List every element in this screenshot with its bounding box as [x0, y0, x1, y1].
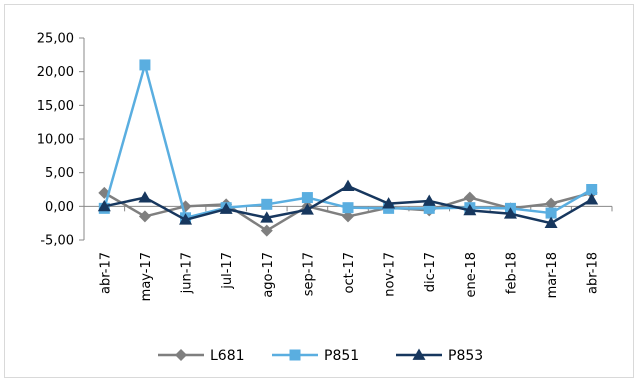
x-tick-label: abr-18: [586, 252, 601, 294]
y-tick-label: 5,00: [45, 166, 74, 181]
legend-marker-p851: [289, 349, 301, 361]
x-tick-label: oct-17: [342, 252, 357, 293]
x-tick-label: nov-17: [383, 252, 398, 297]
data-point-l681: [342, 210, 354, 223]
data-point-p853: [179, 213, 193, 225]
y-tick-label: 15,00: [37, 99, 74, 114]
data-point-l681: [545, 197, 558, 210]
data-point-p853: [503, 207, 517, 219]
data-point-p851: [342, 202, 354, 214]
data-point-p851: [139, 59, 151, 71]
y-tick-label: 25,00: [37, 32, 74, 47]
data-point-p853: [382, 197, 396, 209]
y-tick-label: 20,00: [37, 65, 74, 80]
data-point-p853: [260, 211, 274, 223]
legend-label-p853: P853: [448, 348, 483, 364]
y-tick-label: 0,00: [45, 200, 74, 215]
x-tick-label: abr-17: [98, 252, 113, 294]
legend-label-p851: P851: [324, 348, 359, 364]
series-line-p851: [103, 63, 593, 220]
legend-marker-l681: [175, 349, 187, 361]
x-tick-label: mar-18: [545, 252, 560, 298]
x-tick-label: jul-17: [220, 252, 235, 290]
y-tick-label: -5,00: [40, 234, 74, 249]
data-point-l681: [463, 191, 476, 204]
legend-label-l681: L681: [210, 348, 245, 364]
data-point-p853: [341, 179, 355, 192]
data-point-p851: [423, 202, 435, 214]
x-tick-label: ene-18: [464, 252, 479, 297]
x-tick-label: may-17: [139, 252, 154, 301]
data-point-p853: [300, 203, 314, 215]
x-tick-label: sep-17: [301, 252, 316, 296]
x-tick-label: dic-17: [423, 252, 438, 292]
data-point-p851: [545, 207, 557, 219]
legend-marker-p853: [412, 348, 426, 360]
data-point-p853: [544, 216, 558, 229]
data-point-p853: [463, 203, 477, 216]
data-point-p851: [261, 198, 273, 210]
data-point-p853: [422, 194, 436, 206]
data-point-p853: [138, 191, 152, 203]
x-tick-label: jun-17: [180, 252, 195, 294]
y-tick-label: 10,00: [37, 133, 74, 148]
data-point-l681: [260, 224, 273, 237]
data-point-p853: [219, 202, 233, 214]
data-point-p853: [97, 199, 111, 212]
data-point-p853: [585, 193, 599, 205]
data-point-p851: [586, 184, 598, 195]
x-tick-label: feb-18: [504, 252, 519, 294]
data-point-p851: [301, 192, 313, 204]
x-tick-label: ago-17: [261, 252, 276, 298]
data-point-l681: [138, 210, 151, 223]
